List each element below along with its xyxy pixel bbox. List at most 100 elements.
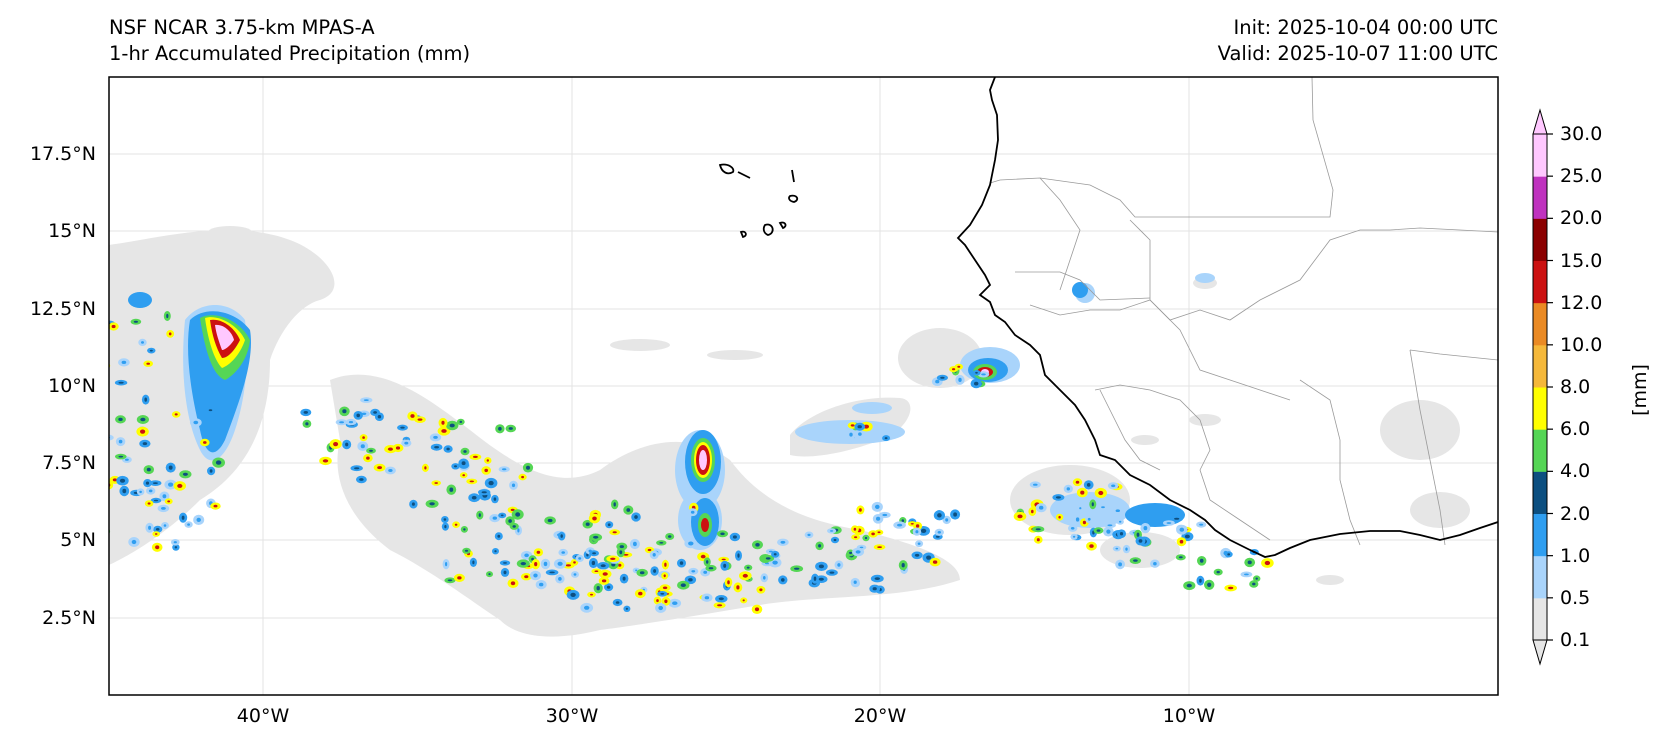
precip-cell-core [1115,547,1119,550]
precip-cell-core [533,573,538,578]
precip-cell-core [1199,558,1204,563]
precip-cell-core [897,523,903,527]
precip-cell-core [1255,577,1258,580]
precip-cell-core [1106,529,1111,534]
precip-cell-core [102,530,107,533]
colorbar-level-label: 20.0 [1560,207,1603,230]
precip-cell [109,362,110,365]
precip-cell-core [193,420,199,425]
precip-cell-core [647,548,652,552]
precip-cell-core [560,534,563,538]
precip-cell-core [524,575,529,579]
precip-cell-core [493,497,497,501]
precip-cell-core [584,605,590,610]
precip-cell-core [168,332,172,336]
precip-cell-core [721,558,726,561]
precip-cell-core [706,560,709,564]
precip-cell-core [484,468,489,473]
precip-cell-core [133,320,138,323]
precip-cell-core [656,599,659,603]
precip-cell-core [526,465,530,470]
precip-cell-core [472,560,475,565]
lon-tick-label: 20°W [853,705,907,727]
precip-cell-core [610,557,616,560]
precip-cell-core [818,564,825,569]
precip-cell-core [1072,535,1076,538]
precip-cell-core [510,508,515,512]
precip-cell-core [322,459,329,463]
precip-cell [55,422,66,430]
precip-cell-core [623,553,629,556]
precip-cell-core [58,424,63,427]
precip-cell [101,423,109,429]
precip-cell-core [901,519,904,523]
precip-cell-core [606,585,611,589]
precip-cell-core [700,554,706,559]
precip-cell-core [1138,539,1143,543]
precip-cell-core [457,576,462,580]
precip-cell-core [876,516,881,521]
precip-cell-core [377,415,382,419]
precip-cell-core [443,518,447,521]
precip-cell-core [1086,483,1091,487]
precip-cell-core [573,573,577,576]
precip-cell-core [818,577,824,581]
precip-cell-core [153,499,159,502]
lon-tick-label: 40°W [236,705,290,727]
colorbar-segment [1533,555,1547,599]
precip-cell-core [497,534,501,538]
precip-cell-core [118,381,124,384]
precip-cell-core [901,563,905,568]
precip-cell-core [366,456,370,460]
precip-cell-core [794,567,800,570]
precip-cell-core [773,553,777,556]
precip-cell-core [339,421,344,424]
precip-cell-core [118,439,123,444]
precip-cell-core [441,420,445,425]
precip-cell-core [920,528,927,534]
precip-cell-core [208,409,213,412]
precip-cell-core [639,571,645,575]
precip-cell-core [615,601,620,604]
precip-cell-core [141,341,144,344]
colorbar-level-label: 30.0 [1560,123,1603,145]
colorbar-segment [1533,471,1547,514]
precip-cell-core [449,423,455,428]
precip-cell-core [461,461,466,466]
precip-cell-core [488,480,494,486]
precip-cell-core [101,364,106,367]
precip-cell-core [112,478,117,482]
precip-cell-core [660,592,665,595]
precip-cell-core [111,324,116,329]
precip-cell-core [663,574,666,578]
precip-cell-core [492,516,497,520]
precip-cell-core [441,429,447,433]
precip-cell-core [807,533,811,537]
precip-cell-core [177,483,183,488]
precip-cell-core [539,582,544,587]
precip-cell-core [590,593,593,596]
precip-cell-core [1174,517,1180,520]
precip-cell-core [853,580,857,584]
precip-cell-core [849,432,853,437]
precip-cell-core [613,502,616,507]
colorbar-units-label: [mm] [1629,364,1651,416]
precip-cell-core [162,494,167,499]
precip-cell-core [653,569,657,573]
precip-cell-core [662,586,668,590]
precip-cell-core [1031,509,1034,514]
title-right: Init: 2025-10-04 00:00 UTC Valid: 2025-1… [1218,15,1498,67]
precip-cell-core [854,536,858,539]
precip-cell-core [937,513,942,518]
precip-cell-core [570,592,576,598]
precip-cell-core [388,469,393,472]
precip-cell-core [400,426,405,429]
precip-cell-core [573,561,576,564]
precip-cell-core [471,495,477,500]
precip-cell-core [853,527,857,531]
precip-cell-core [600,564,606,568]
precip-cell-core [634,515,638,519]
precip-cell-core [508,427,513,430]
precip-cell-core [561,551,565,554]
